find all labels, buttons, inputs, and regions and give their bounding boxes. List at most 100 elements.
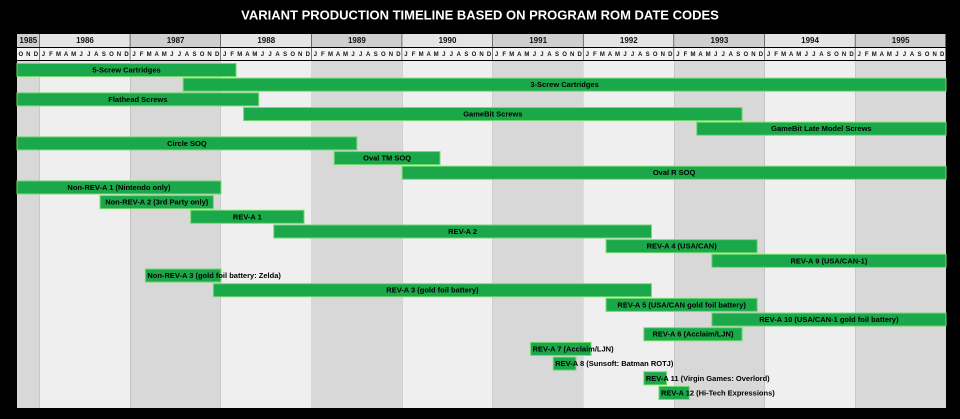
month-header — [17, 48, 40, 60]
month-label: A — [366, 52, 371, 58]
month-label: O — [200, 52, 205, 58]
bar — [552, 356, 577, 371]
month-label: D — [940, 52, 945, 58]
month-label: M — [343, 52, 348, 58]
year-header — [220, 34, 312, 47]
month-label: J — [450, 52, 453, 58]
bar — [16, 180, 222, 195]
bar — [190, 209, 305, 224]
month-label: M — [147, 52, 152, 58]
month-label: O — [653, 52, 658, 58]
year-label: 1991 — [529, 36, 547, 45]
bar — [643, 371, 668, 386]
month-label: J — [533, 52, 536, 58]
month-label: O — [18, 52, 23, 58]
month-label: A — [789, 52, 794, 58]
month-label: N — [661, 52, 665, 58]
year-label: 1990 — [439, 36, 457, 45]
month-label: N — [207, 52, 211, 58]
year-column — [855, 61, 946, 408]
month-header — [492, 48, 583, 60]
month-label: O — [290, 52, 295, 58]
month-label: N — [570, 52, 574, 58]
month-label: M — [237, 52, 242, 58]
year-header — [17, 34, 40, 47]
month-header — [130, 48, 221, 60]
bar-label: 3-Screw Cartridges — [530, 80, 598, 89]
month-label: J — [722, 52, 725, 58]
year-header — [583, 34, 674, 47]
month-label: F — [865, 52, 869, 58]
month-label: J — [903, 52, 906, 58]
month-label: M — [419, 52, 424, 58]
month-label: J — [314, 52, 317, 58]
month-label: N — [932, 52, 936, 58]
month-label: J — [351, 52, 354, 58]
month-label: A — [94, 52, 99, 58]
month-label: O — [381, 52, 386, 58]
month-label: S — [283, 52, 287, 58]
month-label: O — [925, 52, 930, 58]
bar — [605, 297, 758, 312]
month-label: J — [223, 52, 226, 58]
month-header — [402, 48, 493, 60]
month-label: O — [744, 52, 749, 58]
month-label: M — [706, 52, 711, 58]
year-header — [855, 34, 946, 47]
month-label: J — [714, 52, 717, 58]
month-label: A — [698, 52, 703, 58]
bar-label: GameBit Late Model Screws — [771, 124, 871, 133]
month-header — [311, 48, 402, 60]
bar — [16, 136, 358, 151]
month-label: J — [268, 52, 271, 58]
month-label: S — [736, 52, 740, 58]
month-header — [39, 48, 130, 60]
month-label: A — [880, 52, 885, 58]
year-label: 1989 — [348, 36, 366, 45]
bar — [658, 385, 690, 400]
month-label: F — [502, 52, 506, 58]
month-label: J — [178, 52, 181, 58]
month-label: F — [321, 52, 325, 58]
month-label: A — [336, 52, 341, 58]
bar — [243, 107, 743, 122]
month-label: J — [895, 52, 898, 58]
month-label: J — [857, 52, 860, 58]
year-label: 1987 — [167, 36, 185, 45]
month-header — [583, 48, 674, 60]
month-label: M — [162, 52, 167, 58]
month-label: F — [774, 52, 778, 58]
year-column — [39, 61, 131, 408]
month-label: D — [34, 52, 39, 58]
year-column — [130, 61, 221, 408]
bar-label: Flathead Screws — [108, 95, 167, 104]
month-label: J — [495, 52, 498, 58]
month-label: O — [562, 52, 567, 58]
month-label: A — [185, 52, 190, 58]
month-label: J — [623, 52, 626, 58]
month-label: J — [767, 52, 770, 58]
month-label: N — [26, 52, 30, 58]
month-label: J — [132, 52, 135, 58]
month-label: S — [102, 52, 106, 58]
bar — [605, 239, 758, 254]
bar — [333, 151, 441, 166]
month-label: N — [117, 52, 121, 58]
bar — [16, 63, 237, 77]
bar — [212, 283, 652, 298]
month-label: A — [547, 52, 552, 58]
bar-label: REV-A 3 (gold foil battery) — [386, 286, 479, 295]
month-label: D — [578, 52, 583, 58]
month-label: S — [555, 52, 559, 58]
month-label: S — [464, 52, 468, 58]
month-label: M — [524, 52, 529, 58]
year-header — [130, 34, 221, 47]
month-label: F — [412, 52, 416, 58]
month-label: M — [872, 52, 877, 58]
bar-label: REV-A 1 — [233, 212, 262, 221]
bar-label: REV-A 2 — [448, 227, 477, 236]
bar-label: REV-A 5 (USA/CAN gold foil battery) — [617, 300, 746, 309]
month-label: D — [849, 52, 854, 58]
bar — [182, 77, 947, 92]
